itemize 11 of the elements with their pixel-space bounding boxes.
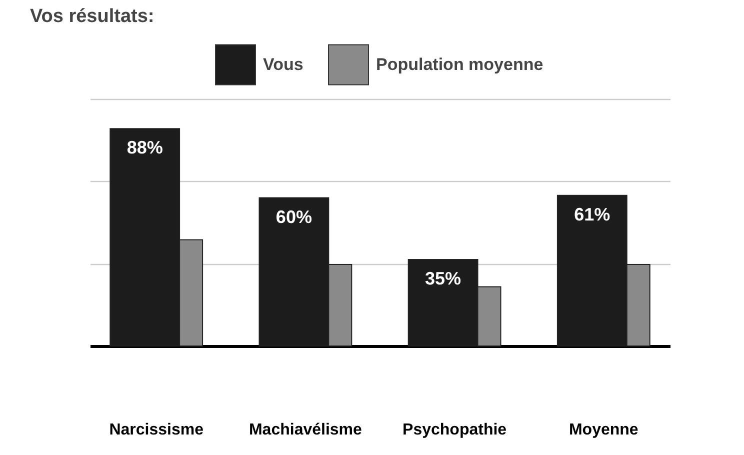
legend-label: Vous bbox=[263, 54, 304, 74]
legend-label: Population moyenne bbox=[376, 54, 544, 74]
data-label: 60% bbox=[276, 206, 312, 227]
data-label: 35% bbox=[425, 268, 462, 289]
x-tick-label: Psychopathie bbox=[402, 422, 507, 438]
data-label: 61% bbox=[574, 204, 610, 224]
x-tick-label: Machiavélisme bbox=[248, 422, 362, 438]
data-label: 88% bbox=[126, 138, 163, 158]
x-tick-label: Narcissisme bbox=[109, 422, 204, 438]
chart-title: Vos résultats: bbox=[30, 6, 154, 27]
x-tick-label: Moyenne bbox=[568, 422, 638, 438]
